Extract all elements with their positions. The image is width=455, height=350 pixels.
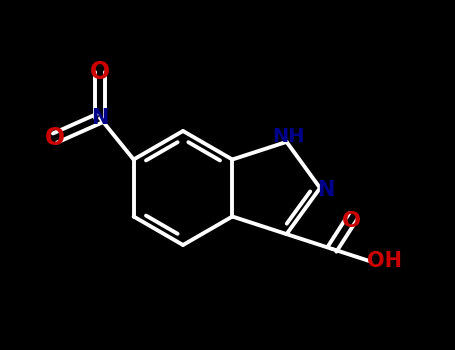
Text: O: O <box>342 211 361 231</box>
Text: N: N <box>91 108 109 128</box>
Text: OH: OH <box>367 251 402 271</box>
Text: NH: NH <box>273 127 305 146</box>
Text: O: O <box>45 126 65 150</box>
Text: O: O <box>90 60 110 84</box>
Text: N: N <box>318 180 335 200</box>
